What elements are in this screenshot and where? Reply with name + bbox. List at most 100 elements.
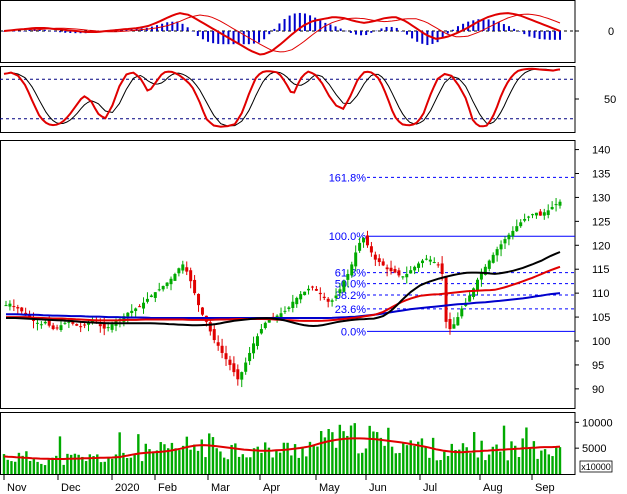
macd-histogram-bar bbox=[416, 31, 419, 42]
volume-bar bbox=[204, 457, 207, 474]
volume-bar bbox=[439, 459, 442, 474]
candle-body bbox=[236, 369, 240, 380]
stochastic-panel: 50 bbox=[0, 66, 616, 133]
macd-histogram-bar bbox=[13, 31, 16, 32]
candle-body bbox=[310, 286, 314, 288]
candle-body bbox=[334, 295, 338, 299]
macd-histogram-bar bbox=[446, 31, 449, 34]
candle-body bbox=[181, 264, 185, 271]
macd-histogram-bar bbox=[64, 31, 67, 33]
candle-body bbox=[79, 326, 83, 328]
macd-histogram-bar bbox=[74, 31, 77, 34]
candle-body bbox=[401, 276, 405, 278]
macd-histogram-bar bbox=[426, 31, 429, 46]
candle-body bbox=[307, 288, 311, 291]
candle-body bbox=[173, 274, 177, 281]
macd-histogram-bar bbox=[349, 31, 352, 33]
macd-histogram-bar bbox=[533, 31, 536, 38]
candle-body bbox=[248, 352, 252, 362]
volume-bar bbox=[353, 423, 356, 474]
volume-bar bbox=[181, 445, 185, 474]
macd-histogram-bar bbox=[462, 23, 465, 31]
macd-histogram-bar bbox=[38, 29, 41, 31]
candle-body bbox=[138, 306, 142, 308]
candle-body bbox=[444, 275, 448, 322]
volume-bar bbox=[163, 444, 166, 474]
volume-bar bbox=[368, 425, 371, 474]
macd-histogram-bar bbox=[237, 31, 240, 45]
x-tick-label: May bbox=[319, 482, 340, 494]
price-tick-label: 90 bbox=[592, 384, 604, 396]
volume-bar bbox=[69, 454, 73, 474]
volume-bar bbox=[394, 453, 398, 474]
macd-histogram-bar bbox=[467, 21, 470, 31]
volume-bar bbox=[256, 446, 259, 474]
ma-slow-line bbox=[6, 292, 561, 319]
candle-body bbox=[35, 322, 39, 324]
candle-body bbox=[377, 258, 381, 263]
volume-bar bbox=[129, 457, 133, 474]
macd-histogram-bar bbox=[186, 27, 189, 31]
macd-histogram-bar bbox=[166, 22, 169, 31]
macd-histogram-bar bbox=[319, 20, 322, 31]
volume-bar bbox=[219, 451, 222, 474]
volume-bar bbox=[111, 458, 114, 474]
candle-body bbox=[405, 274, 409, 278]
volume-bar bbox=[282, 442, 286, 474]
candle-body bbox=[122, 316, 126, 322]
candle-body bbox=[197, 293, 201, 306]
volume-ma-line bbox=[3, 437, 561, 460]
volume-bar bbox=[532, 441, 536, 474]
candle-body bbox=[283, 310, 287, 312]
candle-body bbox=[397, 270, 401, 276]
macd-histogram-bar bbox=[543, 31, 546, 40]
macd-histogram-bar bbox=[181, 23, 184, 31]
x-tick-label: Mar bbox=[211, 482, 230, 494]
volume-bar bbox=[125, 458, 129, 474]
volume-bar bbox=[196, 450, 200, 474]
macd-line bbox=[3, 12, 561, 56]
candle-body bbox=[63, 322, 67, 324]
volume-bar bbox=[234, 443, 237, 474]
volume-bar bbox=[249, 457, 252, 474]
volume-bar bbox=[308, 441, 312, 474]
candle-body bbox=[436, 264, 440, 266]
candle-body bbox=[303, 291, 307, 296]
macd-histogram-bar bbox=[314, 17, 317, 31]
candle-body bbox=[550, 207, 554, 210]
macd-histogram-bar bbox=[559, 31, 561, 40]
macd-histogram-bar bbox=[222, 31, 225, 45]
candle-body bbox=[106, 327, 110, 329]
volume-bar bbox=[402, 442, 405, 474]
price-tick-label: 135 bbox=[592, 169, 610, 181]
volume-unit-label: x10000 bbox=[581, 462, 611, 472]
macd-histogram-bar bbox=[18, 31, 21, 32]
candle-body bbox=[165, 282, 169, 287]
price-tick-label: 105 bbox=[592, 312, 610, 324]
price-tick-label: 100 bbox=[592, 336, 610, 348]
fibonacci-label: 161.8% bbox=[329, 172, 367, 184]
candle-body bbox=[240, 372, 244, 380]
volume-bar bbox=[193, 444, 196, 474]
x-tick-label: Jun bbox=[369, 482, 387, 494]
macd-histogram-bar bbox=[176, 21, 179, 31]
candle-body bbox=[287, 307, 291, 309]
candle-body bbox=[546, 210, 550, 216]
volume-bar bbox=[536, 458, 539, 474]
volume-bar bbox=[517, 457, 521, 474]
ma-fast-line bbox=[6, 251, 561, 328]
candle-body bbox=[503, 239, 507, 244]
macd-histogram-bar bbox=[528, 31, 531, 37]
candle-body bbox=[460, 308, 464, 317]
candle-body bbox=[523, 218, 527, 221]
candle-body bbox=[350, 264, 354, 276]
candle-body bbox=[373, 254, 377, 260]
candle-body bbox=[389, 267, 393, 272]
x-tick-label: Feb bbox=[158, 482, 177, 494]
candle-body bbox=[4, 305, 8, 307]
volume-bar bbox=[122, 452, 125, 474]
volume-bar bbox=[32, 459, 36, 474]
candle-body bbox=[515, 226, 519, 232]
candle-body bbox=[12, 306, 16, 308]
candle-body bbox=[346, 274, 350, 280]
